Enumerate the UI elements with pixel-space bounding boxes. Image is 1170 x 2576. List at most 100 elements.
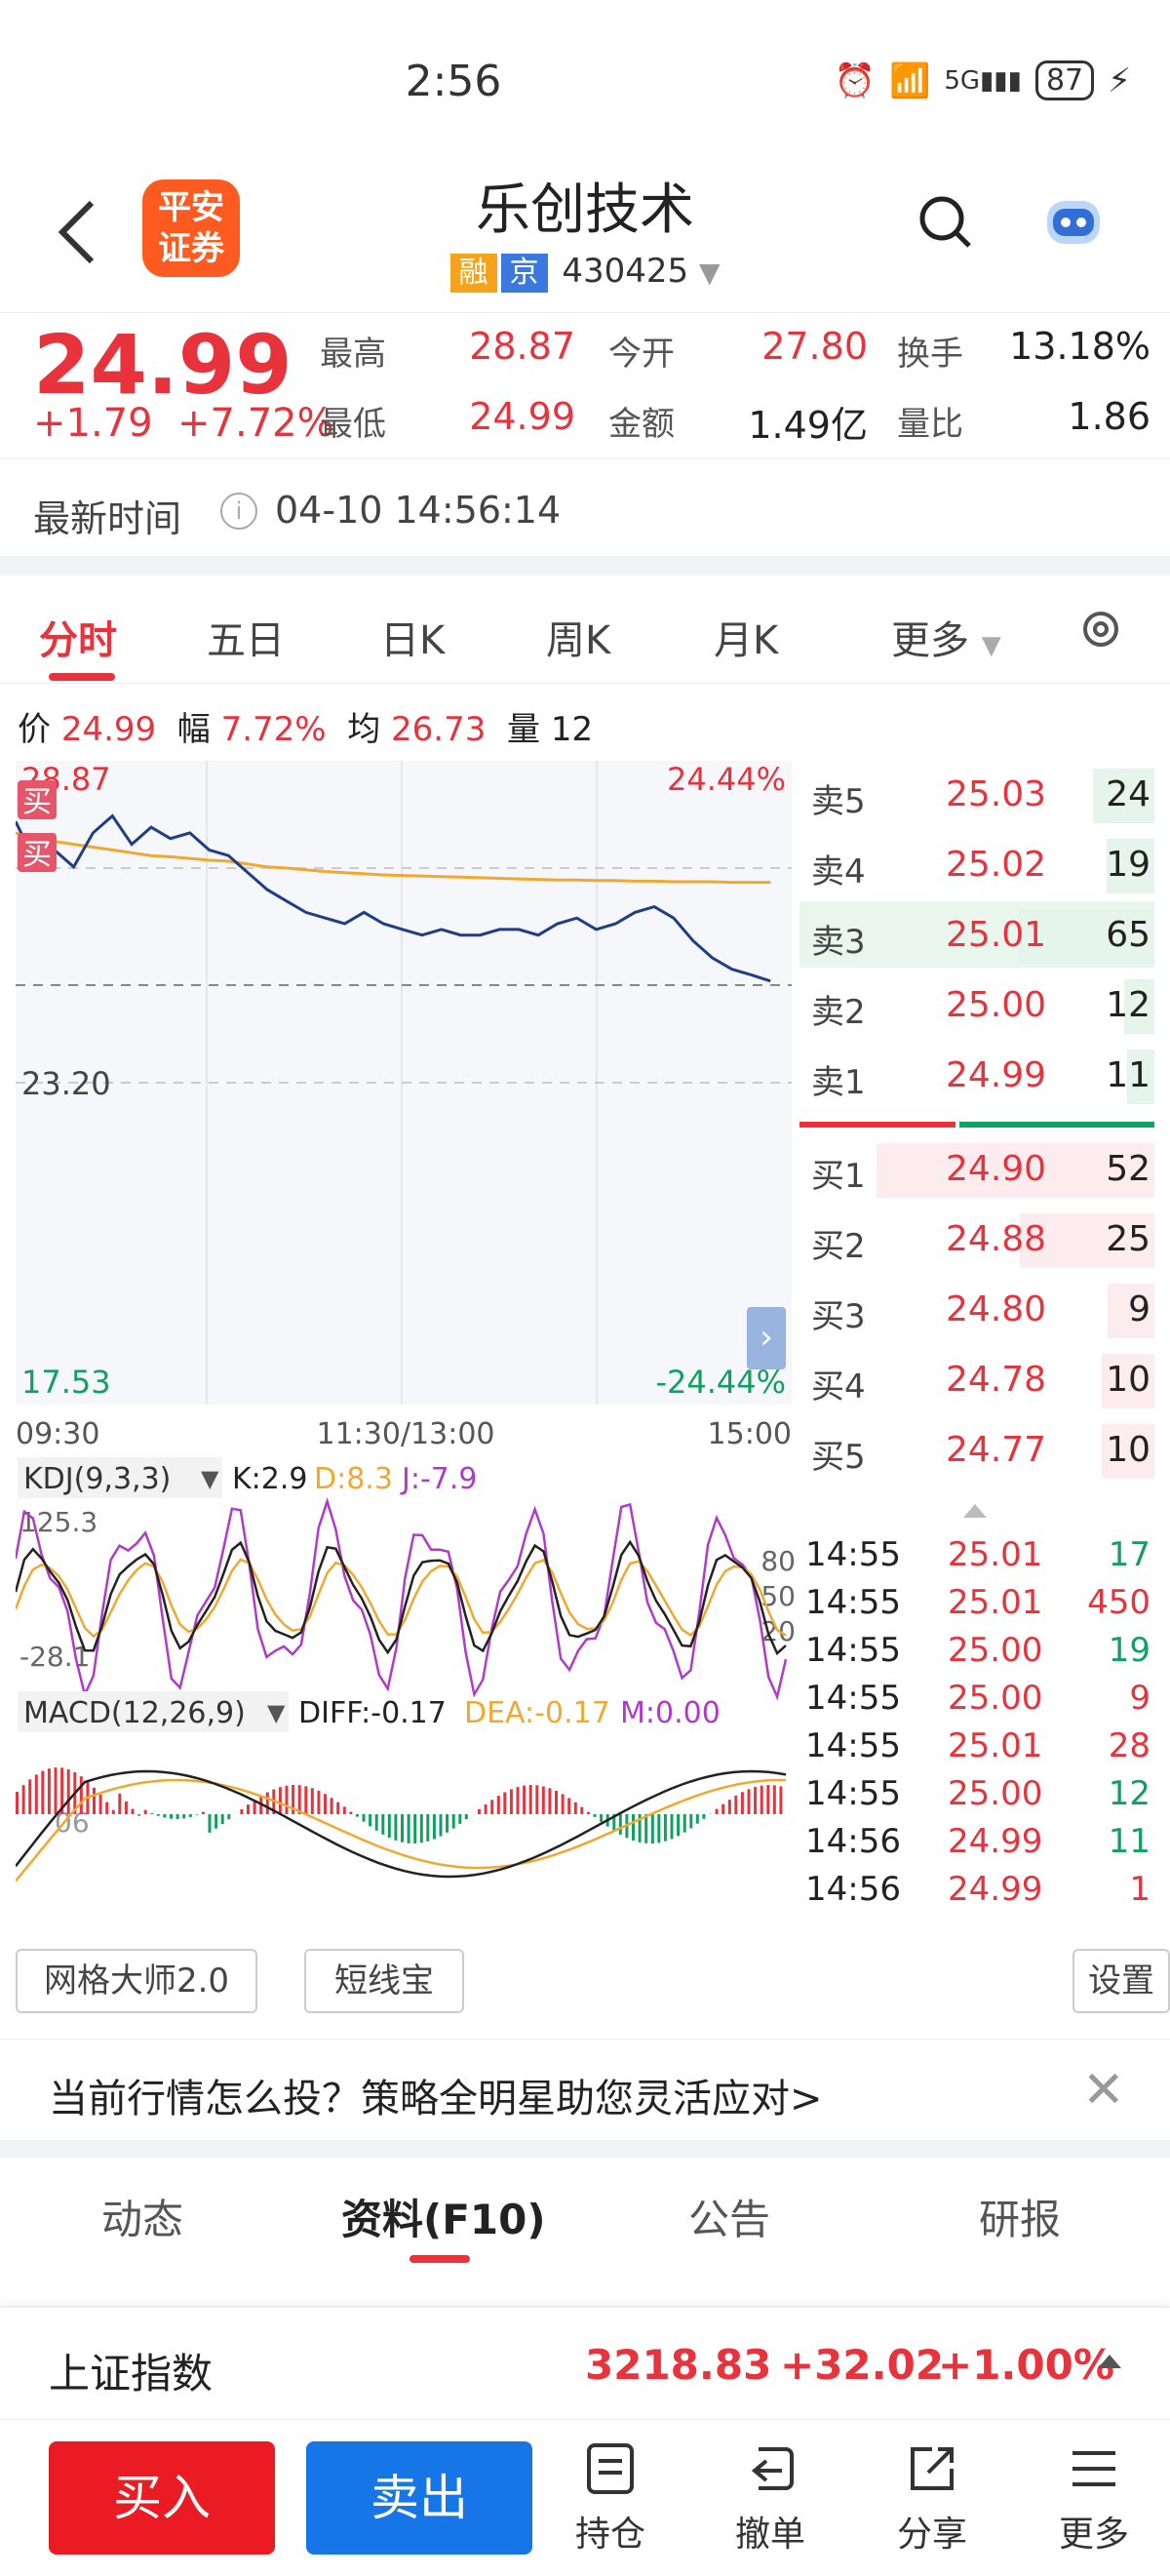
caret-up-icon[interactable] — [963, 1504, 987, 1518]
bid-volume: 52 — [1106, 1149, 1150, 1189]
macd-bar — [728, 1800, 731, 1814]
macd-bar — [112, 1810, 115, 1814]
macd-bar — [170, 1814, 173, 1819]
macd-bar — [41, 1771, 44, 1814]
tab-more[interactable]: 更多 ▼ — [891, 609, 1001, 665]
promo-banner[interactable]: 当前行情怎么投？策略全明星助您灵活应对> ✕ — [0, 2039, 1170, 2141]
stock-name[interactable]: 乐创技术 — [0, 166, 1170, 245]
macd-bar — [671, 1814, 674, 1839]
tab-announcements[interactable]: 公告 — [688, 2187, 770, 2246]
macd-bar — [67, 1769, 70, 1814]
info-icon[interactable]: i — [220, 493, 257, 530]
tab-daily-k[interactable]: 日K — [380, 609, 445, 665]
macd-bar — [408, 1814, 410, 1843]
tab-weekly-k[interactable]: 周K — [546, 609, 610, 665]
caret-up-icon[interactable] — [1098, 2355, 1121, 2368]
sell-button[interactable]: 卖出 — [306, 2441, 532, 2555]
macd-bar — [28, 1779, 31, 1814]
macd-bar — [594, 1814, 597, 1817]
intraday-chart[interactable]: 28.87 24.44% 23.20 17.53 -24.44% 买 买 › 0… — [16, 761, 796, 1922]
ask-label: 卖3 — [811, 915, 866, 963]
macd-bar — [716, 1809, 719, 1814]
ask-label: 卖2 — [811, 985, 866, 1033]
nav-positions[interactable]: 持仓 — [552, 2441, 669, 2558]
tab-five-day[interactable]: 五日 — [207, 609, 285, 665]
settings-button[interactable]: 设置 — [1072, 1949, 1170, 2013]
macd-bar — [35, 1774, 38, 1814]
turnover-value: 13.18% — [975, 325, 1150, 368]
robot-assistant-icon[interactable] — [1041, 195, 1106, 250]
bid-price: 24.90 — [946, 1149, 1046, 1189]
macd-bar — [182, 1814, 185, 1818]
latest-time-value: 04-10 14:56:14 — [275, 489, 561, 532]
macd-bar — [517, 1787, 520, 1814]
signal-icon: 5G▮▮▮ — [944, 66, 1022, 96]
macd-bar — [375, 1814, 378, 1831]
bid-price: 24.88 — [946, 1219, 1046, 1259]
nav-cancel-order[interactable]: 撤单 — [712, 2441, 829, 2558]
tick-time: 14:55 — [805, 1535, 901, 1574]
index-change: +32.02 — [780, 2341, 944, 2389]
tab-research[interactable]: 研报 — [979, 2187, 1061, 2246]
kdj-name: KDJ(9,3,3) — [23, 1462, 171, 1496]
macd-bar — [535, 1785, 538, 1814]
bid-ask-ratio-bar — [959, 1122, 1154, 1128]
ask-price: 25.00 — [946, 985, 1046, 1025]
macd-bar — [452, 1814, 455, 1829]
macd-histogram — [16, 1767, 782, 1843]
tab-monthly-k[interactable]: 月K — [714, 609, 778, 665]
macd-bar — [195, 1814, 198, 1815]
grid-master-button[interactable]: 网格大师2.0 — [16, 1949, 257, 2013]
nav-share[interactable]: 分享 — [874, 2441, 991, 2558]
bse-tag: 京 — [501, 254, 548, 293]
short-line-button[interactable]: 短线宝 — [304, 1949, 464, 2013]
share-icon — [905, 2441, 959, 2496]
macd-bar — [214, 1814, 217, 1829]
tick-time: 14:56 — [805, 1822, 901, 1861]
high-label: 最高 — [320, 327, 386, 375]
macd-bar — [55, 1767, 58, 1814]
tick-time: 14:55 — [805, 1583, 901, 1622]
macd-bar — [503, 1792, 506, 1814]
x-label-close: 15:00 — [708, 1417, 792, 1451]
ask-price: 25.02 — [946, 845, 1046, 885]
tab-news[interactable]: 动态 — [101, 2187, 183, 2246]
kdj-top-label: 125.3 — [20, 1506, 98, 1538]
gear-icon[interactable] — [1076, 605, 1125, 654]
nav-more[interactable]: 更多 — [1035, 2441, 1152, 2558]
search-icon[interactable] — [916, 193, 975, 252]
macd-bar — [176, 1814, 179, 1819]
vol-ratio-value: 1.86 — [975, 395, 1150, 438]
macd-bar — [343, 1806, 346, 1814]
tab-intraday[interactable]: 分时 — [39, 609, 117, 665]
tab-f10[interactable]: 资料(F10) — [341, 2187, 546, 2246]
macd-bar — [132, 1809, 135, 1815]
macd-bar — [324, 1794, 327, 1814]
macd-bar — [696, 1814, 699, 1824]
status-bar: 2:56 ⏰ 📶 5G▮▮▮ 87 ⚡ — [0, 0, 1170, 166]
pct-top-label: 24.44% — [667, 761, 786, 798]
nav-label: 持仓 — [552, 2506, 669, 2556]
banner-text[interactable]: 当前行情怎么投？策略全明星助您灵活应对> — [49, 2067, 823, 2123]
tick-time: 14:55 — [805, 1726, 901, 1765]
macd-bar — [734, 1796, 737, 1814]
stock-sub[interactable]: 融京 430425 ▼ — [0, 252, 1170, 293]
buy-button[interactable]: 买入 — [49, 2441, 275, 2555]
nav-label: 撤单 — [712, 2506, 829, 2556]
macd-bar — [619, 1814, 622, 1835]
index-ticker[interactable]: 上证指数 3218.83 +32.02 +1.00% — [0, 2306, 1170, 2421]
close-icon[interactable]: ✕ — [1082, 2061, 1125, 2120]
macd-bar — [413, 1814, 416, 1843]
